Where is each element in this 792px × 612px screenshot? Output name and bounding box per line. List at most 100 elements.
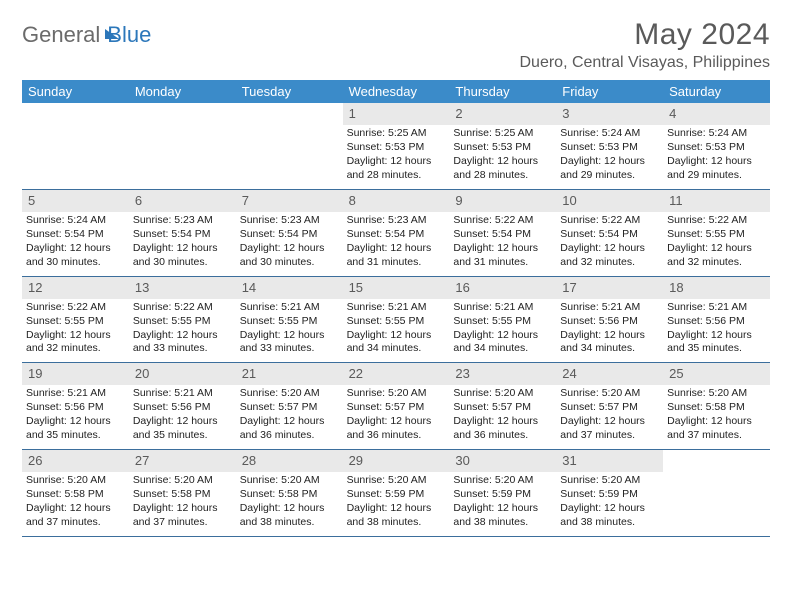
day-number: 26 [28, 453, 42, 468]
day-info: Sunrise: 5:24 AMSunset: 5:54 PMDaylight:… [26, 214, 125, 270]
calendar-cell: 17Sunrise: 5:21 AMSunset: 5:56 PMDayligh… [556, 277, 663, 363]
calendar-week: 12Sunrise: 5:22 AMSunset: 5:55 PMDayligh… [22, 277, 770, 364]
day-number: 7 [242, 193, 249, 208]
sunset-line: Sunset: 5:58 PM [240, 488, 339, 502]
daylight-line: Daylight: 12 hours and 32 minutes. [26, 329, 125, 357]
calendar-cell: 29 Sunrise: 5:20 AMSunset: 5:59 PMDayligh… [343, 450, 450, 536]
daylight-line: Daylight: 12 hours and 32 minutes. [560, 242, 659, 270]
daynum-row: 16 [449, 277, 556, 299]
dow-label: Tuesday [236, 80, 343, 103]
day-number: 2 [455, 106, 462, 121]
sunset-line: Sunset: 5:54 PM [26, 228, 125, 242]
daynum-row: 20 [129, 363, 236, 385]
sunset-line: Sunset: 5:54 PM [240, 228, 339, 242]
day-number: 16 [455, 280, 469, 295]
daynum-row: 13 [129, 277, 236, 299]
day-number: 3 [562, 106, 569, 121]
daynum-row: 9 [449, 190, 556, 212]
day-info: Sunrise: 5:23 AMSunset: 5:54 PMDaylight:… [240, 214, 339, 270]
day-number: 13 [135, 280, 149, 295]
sunrise-line: Sunrise: 5:25 AM [347, 127, 446, 141]
dow-label: Wednesday [343, 80, 450, 103]
day-number: 21 [242, 366, 256, 381]
daynum-row: 3 [556, 103, 663, 125]
day-number: 15 [349, 280, 363, 295]
sunrise-line: Sunrise: 5:20 AM [347, 474, 446, 488]
brand-logo: General Blue [22, 18, 151, 48]
calendar-cell: 22Sunrise: 5:20 AMSunset: 5:57 PMDayligh… [343, 363, 450, 449]
sunset-line: Sunset: 5:58 PM [26, 488, 125, 502]
daynum-row: 10 [556, 190, 663, 212]
day-number: 20 [135, 366, 149, 381]
day-info: Sunrise: 5:20 AMSunset: 5:59 PMDaylight:… [560, 474, 659, 530]
day-info: Sunrise: 5:21 AMSunset: 5:56 PMDaylight:… [26, 387, 125, 443]
sunrise-line: Sunrise: 5:20 AM [240, 474, 339, 488]
sunrise-line: Sunrise: 5:20 AM [453, 474, 552, 488]
day-info: Sunrise: 5:22 AMSunset: 5:55 PMDaylight:… [26, 301, 125, 357]
day-info: Sunrise: 5:22 AMSunset: 5:54 PMDaylight:… [453, 214, 552, 270]
daynum-row: 15 [343, 277, 450, 299]
daylight-line: Daylight: 12 hours and 31 minutes. [347, 242, 446, 270]
day-number: 10 [562, 193, 576, 208]
daylight-line: Daylight: 12 hours and 32 minutes. [667, 242, 766, 270]
sunrise-line: Sunrise: 5:22 AM [453, 214, 552, 228]
day-info: Sunrise: 5:20 AMSunset: 5:59 PMDaylight:… [347, 474, 446, 530]
calendar-cell: 25Sunrise: 5:20 AMSunset: 5:58 PMDayligh… [663, 363, 770, 449]
sunrise-line: Sunrise: 5:21 AM [26, 387, 125, 401]
daylight-line: Daylight: 12 hours and 30 minutes. [240, 242, 339, 270]
sunrise-line: Sunrise: 5:20 AM [560, 474, 659, 488]
sunset-line: Sunset: 5:57 PM [560, 401, 659, 415]
sunset-line: Sunset: 5:55 PM [453, 315, 552, 329]
day-number: 9 [455, 193, 462, 208]
day-number: 28 [242, 453, 256, 468]
calendar-cell [236, 103, 343, 189]
brand-word1: General [22, 22, 100, 48]
calendar-cell: 30Sunrise: 5:20 AMSunset: 5:59 PMDayligh… [449, 450, 556, 536]
sunrise-line: Sunrise: 5:23 AM [347, 214, 446, 228]
daylight-line: Daylight: 12 hours and 34 minutes. [453, 329, 552, 357]
daynum-row: 4 [663, 103, 770, 125]
sunset-line: Sunset: 5:56 PM [667, 315, 766, 329]
sunrise-line: Sunrise: 5:25 AM [453, 127, 552, 141]
day-number: 6 [135, 193, 142, 208]
day-number: 31 [562, 453, 576, 468]
daylight-line: Daylight: 12 hours and 38 minutes. [347, 502, 446, 530]
daynum-row: 17 [556, 277, 663, 299]
daylight-line: Daylight: 12 hours and 38 minutes. [560, 502, 659, 530]
day-number: 22 [349, 366, 363, 381]
day-number: 29 [349, 453, 363, 468]
sunrise-line: Sunrise: 5:22 AM [133, 301, 232, 315]
calendar: Sunday Monday Tuesday Wednesday Thursday… [22, 80, 770, 537]
day-number: 19 [28, 366, 42, 381]
calendar-cell [22, 103, 129, 189]
day-info: Sunrise: 5:23 AMSunset: 5:54 PMDaylight:… [133, 214, 232, 270]
calendar-cell: 20Sunrise: 5:21 AMSunset: 5:56 PMDayligh… [129, 363, 236, 449]
day-info: Sunrise: 5:22 AMSunset: 5:55 PMDaylight:… [667, 214, 766, 270]
daynum-row: 1 [343, 103, 450, 125]
sunrise-line: Sunrise: 5:22 AM [560, 214, 659, 228]
daynum-row: 31 [556, 450, 663, 472]
calendar-cell: 1Sunrise: 5:25 AMSunset: 5:53 PMDaylight… [343, 103, 450, 189]
daynum-row: 5 [22, 190, 129, 212]
daylight-line: Daylight: 12 hours and 30 minutes. [133, 242, 232, 270]
calendar-cell: 23Sunrise: 5:20 AMSunset: 5:57 PMDayligh… [449, 363, 556, 449]
daylight-line: Daylight: 12 hours and 34 minutes. [347, 329, 446, 357]
sunset-line: Sunset: 5:53 PM [667, 141, 766, 155]
calendar-cell: 5Sunrise: 5:24 AMSunset: 5:54 PMDaylight… [22, 190, 129, 276]
sunrise-line: Sunrise: 5:23 AM [240, 214, 339, 228]
header: General Blue May 2024 Duero, Central Vis… [22, 18, 770, 72]
daynum-row: 12 [22, 277, 129, 299]
sunrise-line: Sunrise: 5:21 AM [133, 387, 232, 401]
sunrise-line: Sunrise: 5:20 AM [667, 387, 766, 401]
calendar-cell: 27Sunrise: 5:20 AMSunset: 5:58 PMDayligh… [129, 450, 236, 536]
daylight-line: Daylight: 12 hours and 37 minutes. [26, 502, 125, 530]
day-info: Sunrise: 5:20 AMSunset: 5:57 PMDaylight:… [560, 387, 659, 443]
day-info: Sunrise: 5:20 AMSunset: 5:58 PMDaylight:… [26, 474, 125, 530]
day-number: 25 [669, 366, 683, 381]
calendar-week: 26Sunrise: 5:20 AMSunset: 5:58 PMDayligh… [22, 450, 770, 537]
calendar-cell: 31 Sunrise: 5:20 AMSunset: 5:59 PMDayligh… [556, 450, 663, 536]
sunrise-line: Sunrise: 5:20 AM [26, 474, 125, 488]
calendar-cell [663, 450, 770, 536]
sunrise-line: Sunrise: 5:21 AM [347, 301, 446, 315]
day-number: 30 [455, 453, 469, 468]
